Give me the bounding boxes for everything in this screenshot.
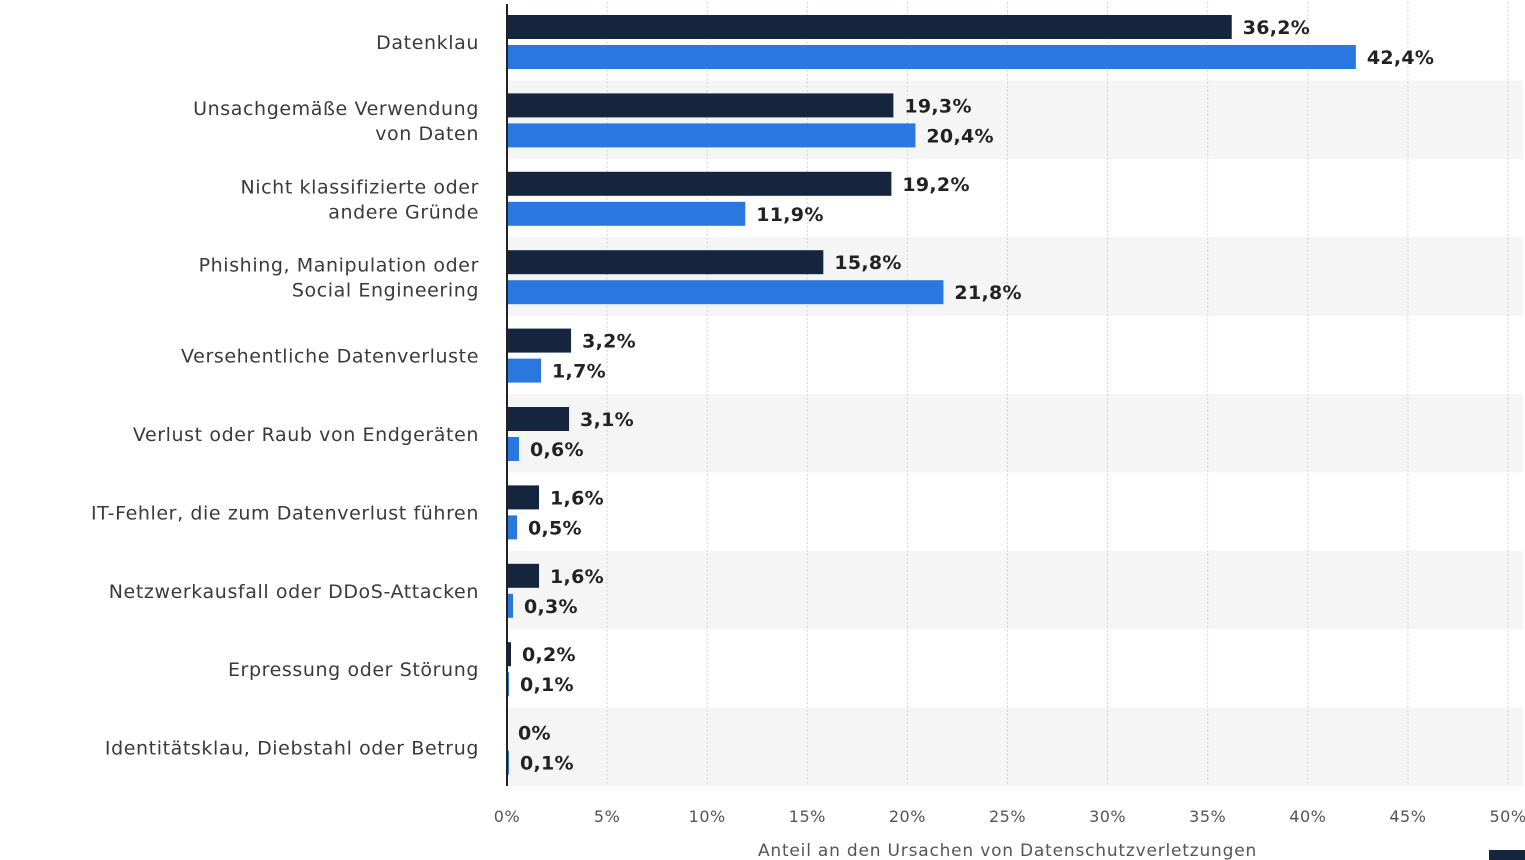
bar bbox=[507, 515, 518, 540]
data-label: 19,2% bbox=[902, 174, 969, 196]
bar bbox=[507, 593, 514, 618]
bar bbox=[507, 672, 510, 697]
category-label: Versehentliche Datenverluste bbox=[181, 346, 479, 368]
data-label: 1,6% bbox=[550, 487, 604, 509]
category-label: andere Gründe bbox=[328, 201, 479, 223]
bar bbox=[507, 250, 824, 275]
x-tick-label: 15% bbox=[789, 807, 826, 826]
x-tick-labels: 0% 5% 10% 15% 20% 25% 30% 35% 40% 45% 50% bbox=[494, 807, 1525, 826]
category-labels: Datenklau Unsachgemäße Verwendung von Date… bbox=[91, 32, 479, 760]
x-tick-label: 20% bbox=[889, 807, 926, 826]
bar bbox=[507, 201, 746, 226]
data-label: 1,6% bbox=[550, 566, 604, 588]
data-label: 19,3% bbox=[904, 95, 971, 117]
data-label: 15,8% bbox=[834, 252, 901, 274]
bar bbox=[507, 642, 512, 667]
corner-mark bbox=[1489, 850, 1525, 860]
x-tick-label: 35% bbox=[1189, 807, 1226, 826]
bar bbox=[507, 123, 916, 148]
category-label: Nicht klassifizierte oder bbox=[240, 176, 479, 198]
bar bbox=[507, 437, 520, 461]
bar bbox=[507, 485, 540, 510]
data-label: 0,3% bbox=[524, 596, 578, 618]
row-band bbox=[507, 550, 1523, 630]
category-label: Unsachgemäße Verwendung bbox=[193, 98, 479, 120]
x-tick-label: 40% bbox=[1289, 807, 1326, 826]
x-tick-label: 30% bbox=[1089, 807, 1126, 826]
x-tick-label: 25% bbox=[989, 807, 1026, 826]
grid-lines bbox=[606, 2, 1509, 786]
data-label: 42,4% bbox=[1367, 47, 1434, 69]
bar bbox=[507, 15, 1232, 39]
data-label: 3,1% bbox=[580, 409, 634, 431]
category-label: Datenklau bbox=[376, 32, 479, 54]
row-band bbox=[507, 394, 1523, 473]
x-tick-label: 45% bbox=[1389, 807, 1426, 826]
bars bbox=[507, 15, 1356, 775]
data-label: 0,5% bbox=[528, 517, 582, 539]
x-axis-title: Anteil an den Ursachen von Datenschutzve… bbox=[758, 841, 1257, 860]
row-band bbox=[507, 707, 1523, 786]
row-bands bbox=[507, 80, 1523, 786]
category-label: von Daten bbox=[375, 123, 479, 145]
data-label: 3,2% bbox=[582, 331, 636, 353]
data-label: 36,2% bbox=[1243, 17, 1310, 39]
data-label: 0,2% bbox=[522, 644, 576, 666]
value-labels: 36,2% 42,4% 19,3% 20,4% 19,2% 11,9% 15,8% 21,8%… bbox=[518, 17, 1434, 775]
category-label: Social Engineering bbox=[292, 280, 479, 302]
x-tick-label: 10% bbox=[689, 807, 726, 826]
category-label: Netzwerkausfall oder DDoS-Attacken bbox=[109, 581, 479, 603]
x-tick-label: 5% bbox=[594, 807, 620, 826]
category-label: Phishing, Manipulation oder bbox=[199, 255, 479, 277]
bar bbox=[507, 280, 944, 305]
data-label: 0,1% bbox=[520, 674, 574, 696]
data-label: 21,8% bbox=[954, 282, 1021, 304]
x-tick-label: 0% bbox=[494, 807, 520, 826]
category-label: IT-Fehler, die zum Datenverlust führen bbox=[91, 502, 479, 524]
bar bbox=[507, 45, 1356, 69]
category-label: Identitätsklau, Diebstahl oder Betrug bbox=[105, 738, 479, 760]
bar bbox=[507, 750, 510, 775]
data-label: 0,6% bbox=[530, 439, 584, 461]
bar bbox=[507, 358, 542, 383]
data-label: 0% bbox=[518, 723, 551, 745]
data-label: 0,1% bbox=[520, 753, 574, 775]
data-label: 20,4% bbox=[926, 125, 993, 147]
bar bbox=[507, 407, 570, 431]
bar bbox=[507, 93, 894, 118]
bar bbox=[507, 563, 540, 588]
bar bbox=[507, 328, 572, 353]
data-label: 11,9% bbox=[756, 204, 823, 226]
data-label: 1,7% bbox=[552, 361, 606, 383]
category-label: Erpressung oder Störung bbox=[228, 659, 479, 681]
bar bbox=[507, 171, 892, 196]
category-label: Verlust oder Raub von Endgeräten bbox=[133, 424, 479, 446]
x-tick-label: 50% bbox=[1489, 807, 1525, 826]
